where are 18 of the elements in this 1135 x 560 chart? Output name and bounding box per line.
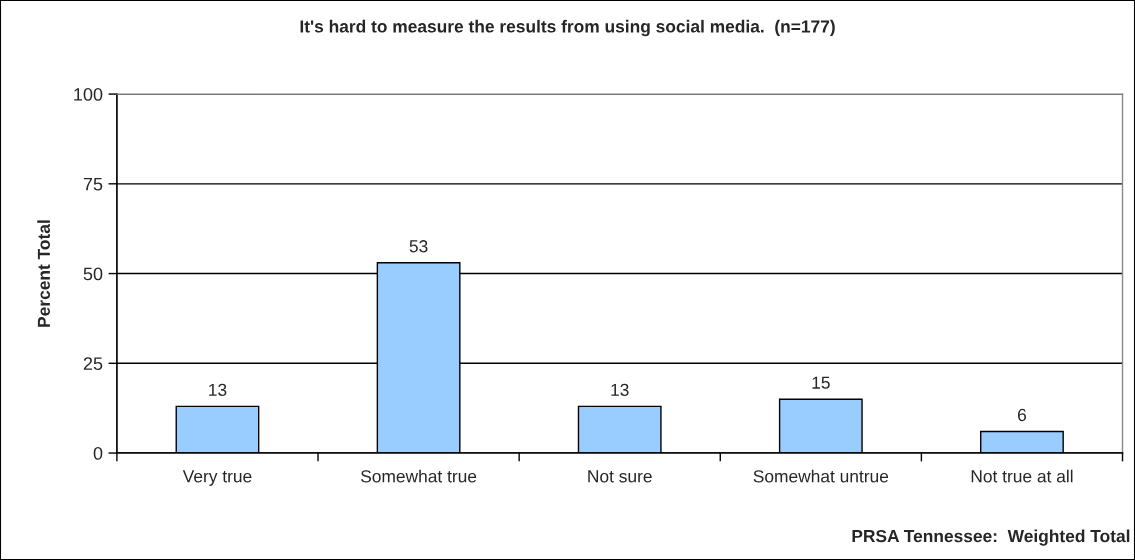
y-axis-title: Percent Total <box>37 220 51 327</box>
y-tick-label: 25 <box>83 357 103 371</box>
y-tick-label: 75 <box>83 177 103 191</box>
y-tick-label: 100 <box>74 88 103 101</box>
x-tick-label: Somewhat true <box>361 469 477 483</box>
text: PRSA Tennessee: Weighted Total <box>852 529 1130 546</box>
x-tick-label: Not true at all <box>971 469 1073 483</box>
y-tick-label: 0 <box>93 446 103 460</box>
data-label: 15 <box>812 376 830 389</box>
x-tick-label: Very true <box>182 470 252 486</box>
x-tick-label: Somewhat untrue <box>753 469 889 483</box>
chart-title: It's hard to measure the results from using social media. (n=177) <box>300 19 835 37</box>
data-label: 53 <box>409 240 428 253</box>
data-label: 13 <box>209 383 227 396</box>
x-tick-label: Not sure <box>588 470 652 483</box>
data-label: 6 <box>1018 408 1027 422</box>
data-label: 13 <box>611 383 629 396</box>
y-tick-label: 50 <box>83 267 103 281</box>
